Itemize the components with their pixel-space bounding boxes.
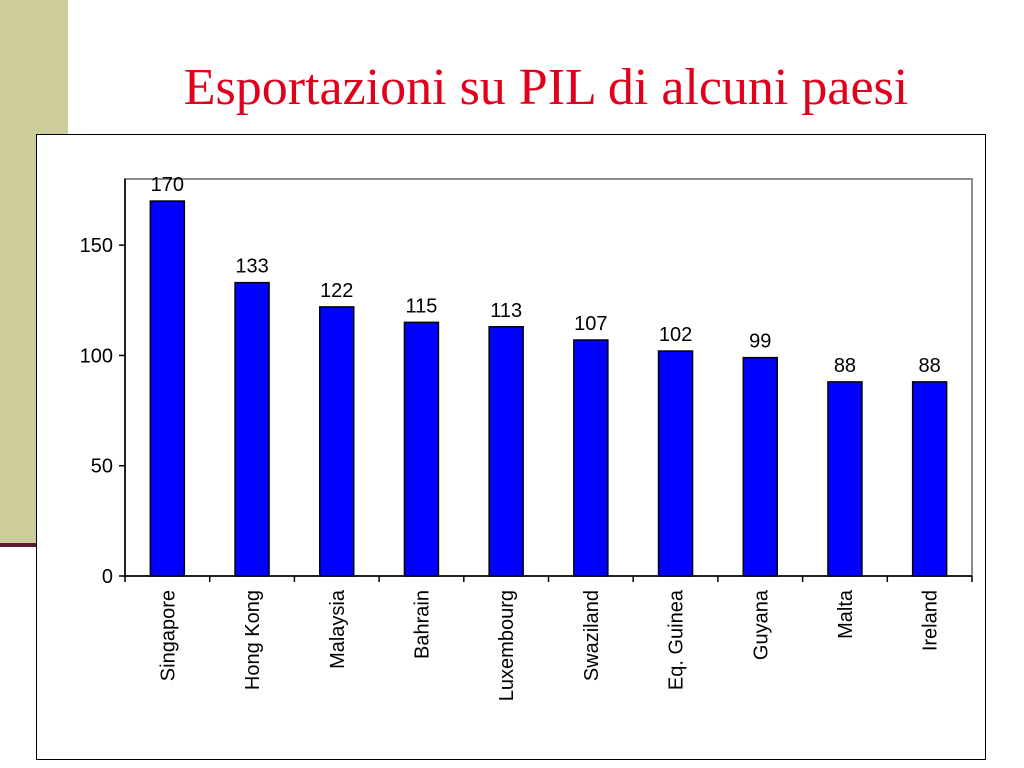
bar-chart: 0 50 100 150 170 Singapore 133 Hong Kong 122 Mala… xyxy=(80,174,973,701)
category-label: Luxembourg xyxy=(496,590,518,701)
data-label: 88 xyxy=(834,355,856,377)
category-label: Singapore xyxy=(157,590,179,681)
bar-luxembourg xyxy=(488,326,524,577)
slide-title: Esportazioni su PIL di alcuni paesi xyxy=(183,59,909,116)
data-label: 133 xyxy=(235,256,268,278)
bar-ireland xyxy=(911,381,948,577)
data-label: 122 xyxy=(320,280,353,302)
bar-guyana xyxy=(742,356,778,577)
data-label: 88 xyxy=(919,355,941,377)
data-label: 113 xyxy=(490,300,522,322)
bar-malta xyxy=(827,381,863,577)
category-label: Swaziland xyxy=(581,590,603,681)
data-label: 115 xyxy=(406,295,438,317)
bar-bahrain xyxy=(403,321,440,577)
y-tick-label: 100 xyxy=(80,345,113,367)
chart-frame: 0 50 100 150 170 Singapore 133 Hong Kong 122 Mala… xyxy=(36,134,986,760)
category-label: Hong Kong xyxy=(242,590,264,690)
y-tick-label: 150 xyxy=(80,235,113,257)
side-decoration-rule xyxy=(0,543,40,547)
category-label: Malaysia xyxy=(327,589,349,669)
data-label: 102 xyxy=(659,324,692,346)
bar-eq-guinea xyxy=(657,350,694,577)
data-label: 99 xyxy=(749,331,771,353)
category-label: Malta xyxy=(835,589,857,639)
bar-swaziland xyxy=(573,339,609,577)
category-label: Ireland xyxy=(920,590,942,651)
category-label: Guyana xyxy=(750,589,772,660)
bar-malaysia xyxy=(319,306,355,577)
bar-hong-kong xyxy=(234,281,270,577)
category-label: Bahrain xyxy=(411,590,433,659)
data-label: 170 xyxy=(151,174,184,196)
category-label: Eq. Guinea xyxy=(666,589,688,690)
y-tick-label: 0 xyxy=(102,566,113,588)
data-label: 107 xyxy=(574,313,607,335)
y-tick-label: 50 xyxy=(91,456,113,478)
bar-singapore xyxy=(149,200,186,577)
